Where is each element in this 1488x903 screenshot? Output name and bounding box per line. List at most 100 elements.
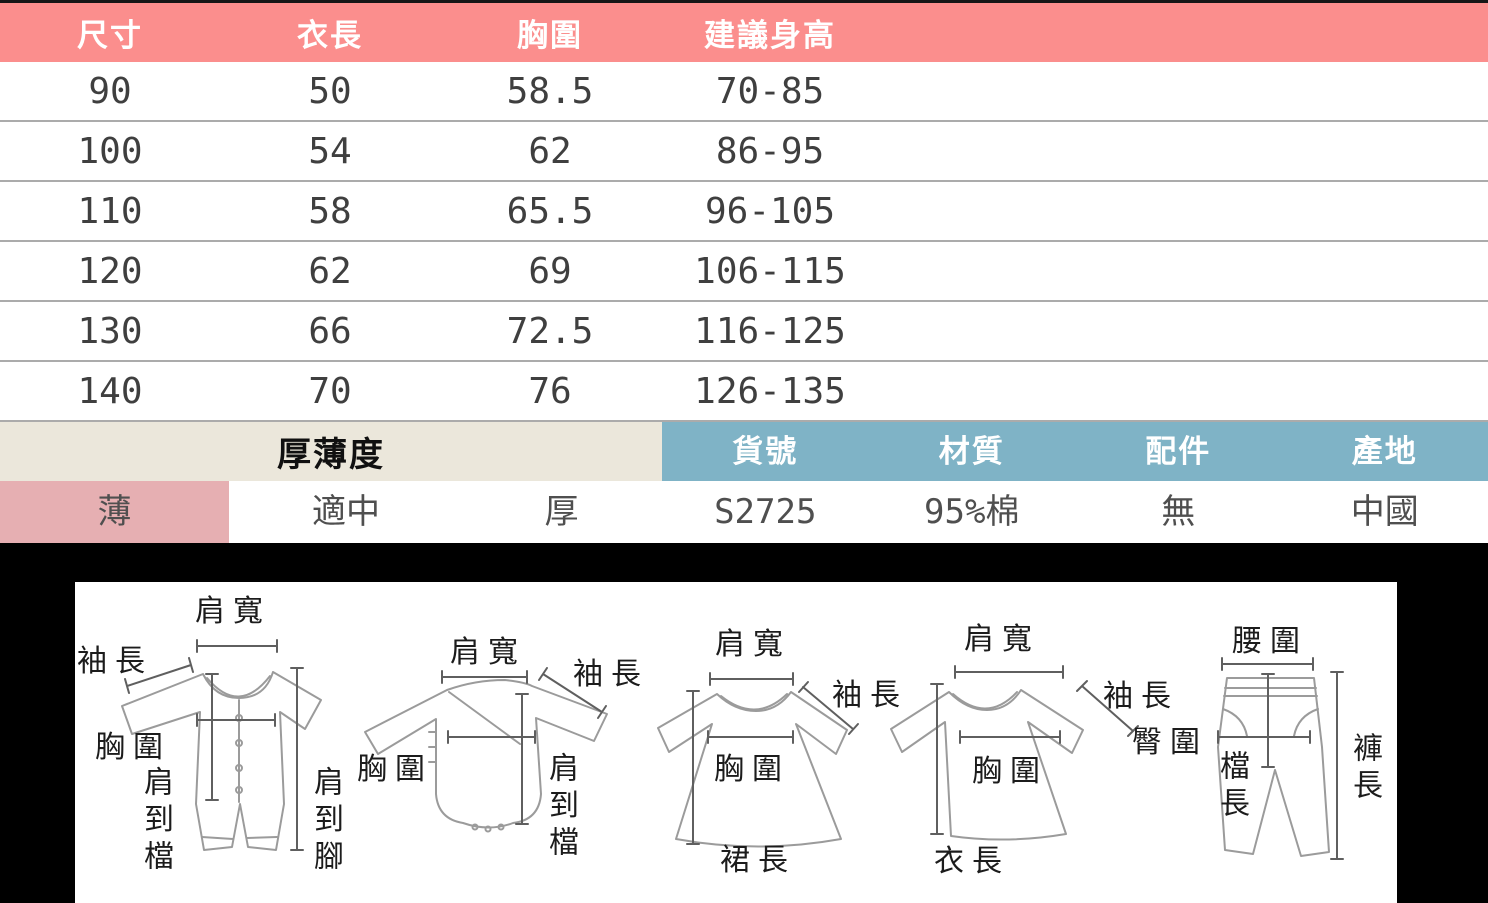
column-header-length: 衣長 xyxy=(297,18,363,53)
top-border-line xyxy=(0,0,1488,3)
label-waist: 腰圍 xyxy=(1232,624,1308,659)
pants-outline xyxy=(1217,677,1330,857)
dress-skirt-arrow xyxy=(686,690,700,845)
size-table-header-row: 尺寸 衣長 胸圍 建議身高 xyxy=(0,3,1488,62)
table-row: 110 58 65.5 96-105 xyxy=(0,182,1488,242)
accessory-value: 無 xyxy=(1161,492,1196,532)
romper-shoulder-arrow xyxy=(196,639,278,653)
label-shoulder-to-foot: 肩到腳 xyxy=(308,766,343,877)
romper-chest-arrow xyxy=(196,713,276,727)
size-cell: 140 xyxy=(77,370,143,412)
table-row: 130 66 72.5 116-125 xyxy=(0,302,1488,362)
size-cell: 130 xyxy=(77,310,143,352)
thickness-option-thin-selected: 薄 xyxy=(0,481,231,543)
thickness-option-medium: 適中 xyxy=(312,492,380,532)
length-cell: 66 xyxy=(308,310,352,352)
label-pants-length: 褲長 xyxy=(1347,732,1382,806)
bodysuit-side-snaps xyxy=(428,731,437,763)
pants-pockets xyxy=(1222,708,1319,737)
romper-sleeve-arrow xyxy=(124,657,194,694)
table-row: 120 62 69 106-115 xyxy=(0,242,1488,302)
height-cell: 126-135 xyxy=(694,370,846,412)
size-guide-image: 肩寬 袖長 胸圍 肩到檔 肩到腳 肩寬 袖長 胸圍 肩到檔 肩寬 袖長 胸圍 裙… xyxy=(75,582,1397,903)
bodysuit-crotch-arrow xyxy=(515,693,529,825)
label-sleeve-length: 袖長 xyxy=(77,644,153,679)
table-row: 140 70 76 126-135 xyxy=(0,362,1488,422)
label-chest: 胸圍 xyxy=(972,754,1048,789)
pants-hip-arrow xyxy=(1217,730,1311,744)
size-cell: 100 xyxy=(77,130,143,172)
length-cell: 54 xyxy=(308,130,352,172)
dress-sleeve-arrow xyxy=(798,681,859,735)
height-cell: 106-115 xyxy=(694,250,846,292)
thickness-option-thick: 厚 xyxy=(544,492,579,532)
bodysuit-shoulder-arrow xyxy=(441,670,528,684)
label-shoulder-width: 肩寬 xyxy=(195,594,271,629)
material-value: 95%棉 xyxy=(924,492,1020,532)
length-cell: 62 xyxy=(308,250,352,292)
table-row: 100 54 62 86-95 xyxy=(0,122,1488,182)
dress-outline xyxy=(657,691,848,848)
bodysuit-chest-arrow xyxy=(447,730,536,744)
column-header-height: 建議身高 xyxy=(704,18,836,53)
height-cell: 96-105 xyxy=(704,190,836,232)
pants-length-arrow xyxy=(1330,671,1344,860)
romper-crotch-arrow xyxy=(205,673,219,801)
label-sleeve-length: 袖長 xyxy=(832,678,908,713)
chest-cell: 76 xyxy=(528,370,572,412)
label-hip: 臀圍 xyxy=(1132,725,1208,760)
origin-value: 中國 xyxy=(1350,492,1419,532)
label-shoulder-width: 肩寬 xyxy=(964,622,1040,657)
product-info-values-group: S2725 95%棉 無 中國 xyxy=(662,481,1488,543)
top-chest-arrow xyxy=(959,730,1061,744)
item-number-value: S2725 xyxy=(714,492,817,532)
label-chest: 胸圍 xyxy=(357,752,433,787)
pants-waist-arrow xyxy=(1221,657,1314,671)
label-shoulder-width: 肩寬 xyxy=(450,635,526,670)
label-chest: 胸圍 xyxy=(95,730,171,765)
height-cell: 70-85 xyxy=(715,70,825,112)
chest-cell: 58.5 xyxy=(506,70,594,112)
info-values-row: 薄 適中 厚 S2725 95%棉 無 中國 xyxy=(0,481,1488,543)
label-shoulder-to-crotch: 肩到檔 xyxy=(138,766,173,877)
column-header-size: 尺寸 xyxy=(77,18,143,53)
bodysuit-sleeve-arrow xyxy=(538,667,607,719)
diagram-black-frame: 肩寬 袖長 胸圍 肩到檔 肩到腳 肩寬 袖長 胸圍 肩到檔 肩寬 袖長 胸圍 裙… xyxy=(0,547,1488,903)
garment-measurement-diagram xyxy=(121,639,1344,860)
romper-foot-arrow xyxy=(290,667,304,851)
label-crotch-length: 檔長 xyxy=(1214,750,1249,824)
bodysuit-wrap-line xyxy=(448,691,521,745)
romper-collar xyxy=(206,675,271,698)
label-sleeve-length: 袖長 xyxy=(1103,679,1179,714)
romper-placket xyxy=(201,699,278,840)
top-sleeve-arrow xyxy=(1076,680,1139,737)
product-info-header-group: 貨號 材質 配件 產地 xyxy=(662,422,1488,481)
table-bottom-border xyxy=(0,543,1488,547)
top-shoulder-arrow xyxy=(954,665,1064,679)
info-header-row: 厚薄度 貨號 材質 配件 產地 xyxy=(0,422,1488,481)
table-row: 90 50 58.5 70-85 xyxy=(0,62,1488,122)
dress-chest-arrow xyxy=(707,730,794,744)
top-neckline xyxy=(952,691,1018,710)
top-outline xyxy=(890,689,1084,841)
chest-cell: 72.5 xyxy=(506,310,594,352)
dress-neckline xyxy=(720,693,788,711)
size-cell: 110 xyxy=(77,190,143,232)
column-header-item-no: 貨號 xyxy=(732,434,799,469)
romper-outline xyxy=(121,671,322,851)
chest-cell: 65.5 xyxy=(506,190,594,232)
label-garment-length: 衣長 xyxy=(934,844,1010,879)
thickness-title: 厚薄度 xyxy=(0,422,662,481)
top-length-arrow xyxy=(930,683,944,835)
label-chest: 胸圍 xyxy=(714,752,790,787)
height-cell: 116-125 xyxy=(694,310,846,352)
length-cell: 50 xyxy=(308,70,352,112)
pants-waistband xyxy=(1223,687,1318,697)
pants-rise-arrow xyxy=(1261,673,1275,768)
bodysuit-outline xyxy=(364,679,608,829)
column-header-material: 材質 xyxy=(938,434,1005,469)
length-cell: 70 xyxy=(308,370,352,412)
column-header-accessory: 配件 xyxy=(1145,434,1212,469)
dress-shoulder-arrow xyxy=(709,672,794,686)
